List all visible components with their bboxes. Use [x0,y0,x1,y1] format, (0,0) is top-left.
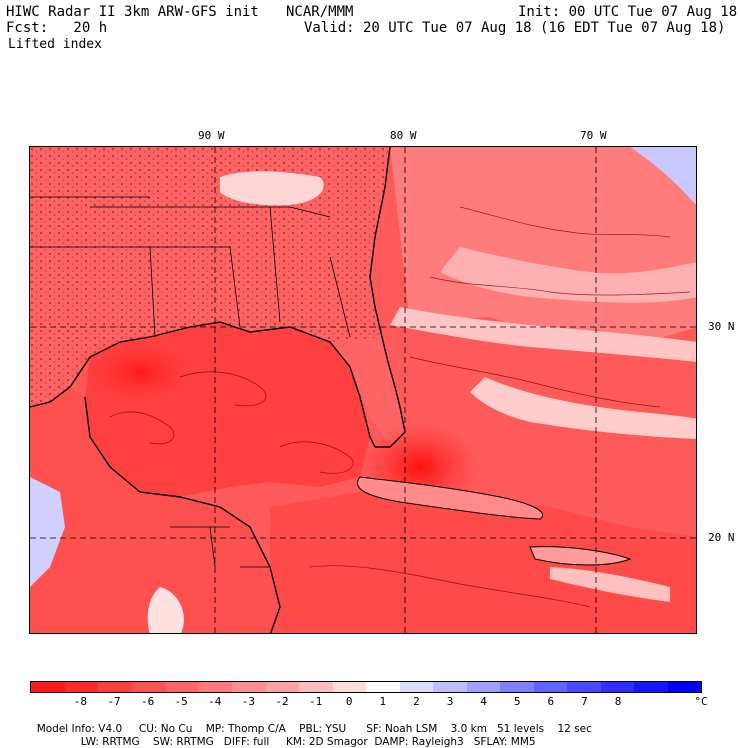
texas-coastline [30,356,91,408]
lon-label-80w: 80 W [390,129,417,142]
colorbar-swatch [600,682,634,692]
colorbar-swatch [634,682,668,692]
cuba-coastline [357,476,543,520]
contour-line [429,276,691,296]
footer-levels: 51 levels [497,723,545,735]
colorbar-tick-label: -6 [140,695,155,708]
colorbar-tick-label: 2 [413,695,420,708]
atlantic-coastline [369,147,406,448]
atlantic-stable-band [440,247,696,303]
colorbar-swatch [567,682,601,692]
state-borders [30,196,351,338]
colorbar-swatch [667,682,701,692]
mexico-coastline [84,396,281,633]
caribbean-stable-band [550,567,670,602]
inland-stable-patch [220,171,324,206]
footer-cu: CU: No Cu [138,723,193,735]
cuba-land [357,477,543,519]
colorbar-swatch [399,682,433,692]
contour-line [279,441,354,474]
colorbar-tick-label: 4 [480,695,487,708]
colorbar-tick-label: -3 [241,695,256,708]
colorbar-swatch [98,682,132,692]
atlantic-stable-band-3 [470,377,696,439]
colorbar-swatch [332,682,366,692]
footer-sf: SF: Noah LSM [366,723,438,735]
footer-line-2: LW: RRTMG SW: RRTMG DIFF: full KM: 2D Sm… [74,724,536,748]
map-canvas [30,147,696,633]
colorbar-swatch [466,682,500,692]
colorbar-swatch [299,682,333,692]
colorbar-swatch [165,682,199,692]
lat-label-20n: 20 N [708,531,735,544]
footer-diff: DIFF: full [223,736,270,748]
colorbar [30,681,702,693]
footer-timestep: 12 sec [557,723,592,735]
colorbar-tick-label: -4 [208,695,222,708]
pacific-positive-region [30,477,65,587]
colorbar-swatch [366,682,400,692]
gulf-coastline [89,321,376,448]
caribbean-sea [270,492,696,633]
contour-lines [109,206,691,608]
atlantic-stable-band-2 [390,307,696,362]
colorbar-tick-label: -2 [275,695,289,708]
contour-line [109,411,175,445]
model-title: HIWC Radar II 3km ARW-GFS init [6,4,259,20]
colorbar-tick-label: 3 [446,695,454,708]
colorbar-tick-label: -1 [308,695,323,708]
colorbar-tick-label: 0 [345,695,353,708]
hispaniola-coastline [529,546,632,566]
colorbar-swatch [265,682,299,692]
colorbar-swatch [433,682,467,692]
hispaniola-land [530,546,630,565]
graticule [30,147,696,633]
contour-line [179,371,267,407]
footer-km: KM: 2D Smagor [286,736,368,748]
valid-time: Valid: 20 UTC Tue 07 Aug 18 (16 EDT Tue … [304,20,726,36]
colorbar-tick-label: -7 [107,695,121,708]
yucatan-stable-patch [147,587,184,633]
colorbar-swatch [232,682,266,692]
contour-line [409,356,661,408]
footer-pbl: PBL: YSU [299,723,347,735]
lon-label-90w: 90 W [198,129,225,142]
org-label: NCAR/MMM [286,4,354,20]
northeast-positive-region [630,147,696,205]
colorbar-tick-label: 6 [547,695,555,708]
colorbar-tick-label: 8 [614,695,622,708]
footer-mp: MP: Thomp C/A [205,723,286,735]
footer-line-1: Model Info: V4.0 CU: No Cu MP: Thomp C/A… [30,711,592,735]
contour-line [459,206,671,238]
colorbar-swatch [64,682,98,692]
init-time: Init: 00 UTC Tue 07 Aug 18 [518,4,738,20]
forecast-hour: Fcst: 20 h [6,20,108,36]
colorbar-tick-label: 1 [379,695,387,708]
contour-line [309,565,591,608]
colorbar-tick-label: -5 [174,695,188,708]
mexico-land [30,387,280,633]
country-borders [170,526,270,568]
gulf-hot-region [70,332,210,412]
lon-label-70w: 70 W [580,129,607,142]
footer-damp: DAMP: Rayleigh3 [374,736,464,748]
field-name: Lifted index [8,37,102,52]
footer-model-info: Model Info: V4.0 [36,723,123,735]
colorbar-tick-label: -8 [73,695,88,708]
footer-sflay: SFLAY: MM5 [473,736,536,748]
colorbar-swatch [500,682,534,692]
colorbar-tick-label: 7 [581,695,588,708]
colorbar-swatch [131,682,165,692]
colorbar-unit: °C [694,695,708,708]
footer-sw: SW: RRTMG [153,736,214,748]
colorbar-swatch [533,682,567,692]
footer-resolution: 3.0 km [450,723,487,735]
lifted-index-map [29,146,697,634]
footer-lw: LW: RRTMG [80,736,140,748]
colorbar-swatch [198,682,232,692]
lat-label-30n: 30 N [708,320,735,333]
colorbar-swatch [31,682,65,692]
colorbar-tick-label: 5 [513,695,521,708]
